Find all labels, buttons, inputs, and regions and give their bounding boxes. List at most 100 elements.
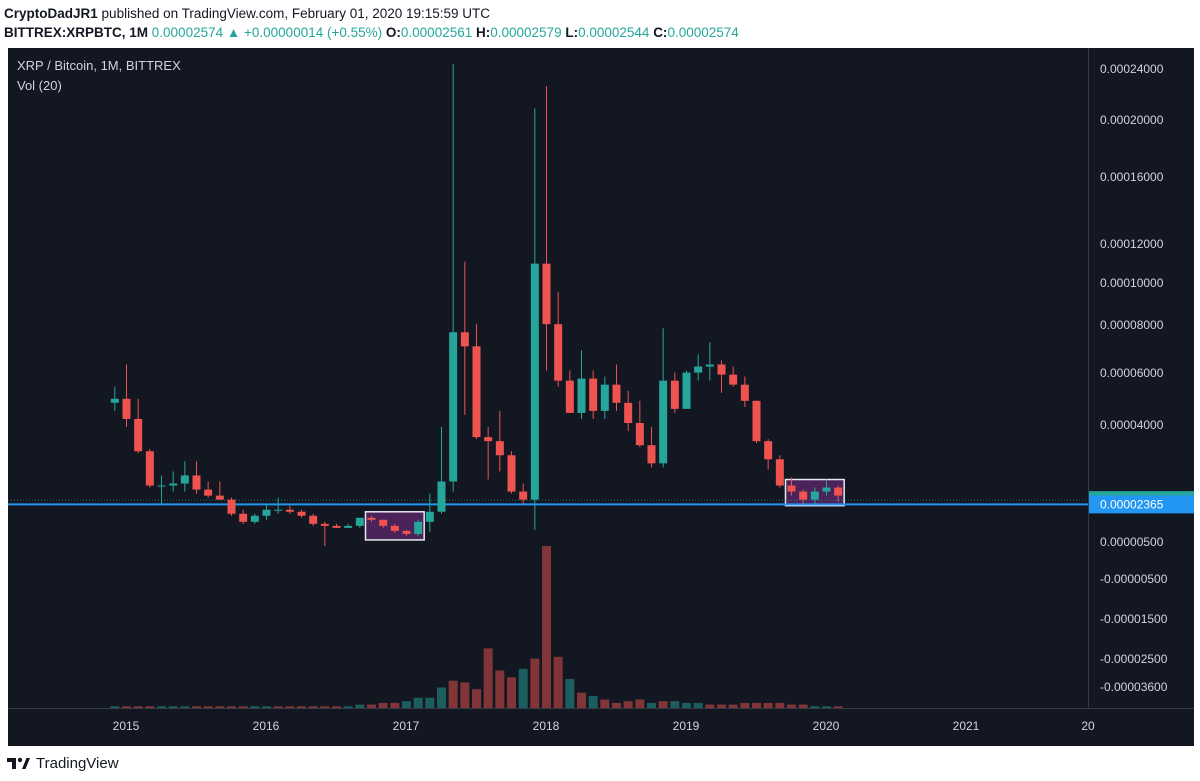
candle xyxy=(729,366,738,387)
candle xyxy=(134,398,143,454)
candle-body xyxy=(425,511,434,522)
volume-bar xyxy=(763,702,773,708)
volume-bar xyxy=(542,546,551,708)
low-label: L: xyxy=(565,25,579,40)
volume-bar xyxy=(343,706,353,708)
candle-body xyxy=(729,374,738,385)
candle xyxy=(309,513,318,526)
y-tick-label: 0.00016000 xyxy=(1100,170,1164,184)
candle xyxy=(495,410,504,472)
publisher-name: CryptoDadJR1 xyxy=(4,6,98,21)
volume-bar xyxy=(752,702,761,708)
volume-bar xyxy=(168,706,178,708)
chart-panel[interactable]: 0.00024000 0.00020000 0.00016000 0.00012000… xyxy=(8,48,1194,746)
volume-bar xyxy=(635,699,645,708)
y-tick-label: -0.00000500 xyxy=(1100,572,1168,586)
volume-bar xyxy=(460,682,470,708)
y-tick-label: -0.00002500 xyxy=(1100,652,1168,666)
candle-body xyxy=(134,418,143,452)
price-chart[interactable]: 0.00024000 0.00020000 0.00016000 0.00012000… xyxy=(8,48,1194,746)
candle-body xyxy=(705,364,714,367)
candle-body xyxy=(507,455,516,492)
candle xyxy=(180,461,189,492)
candle xyxy=(250,513,259,524)
candle-body xyxy=(274,509,283,511)
close-value: 0.00002574 xyxy=(667,25,739,40)
support-price-tag-bg xyxy=(1089,495,1194,514)
candle xyxy=(320,521,329,547)
candle xyxy=(787,477,796,496)
volume-bar xyxy=(705,704,715,708)
low-value: 0.00002544 xyxy=(578,25,650,40)
candle-body xyxy=(367,517,376,520)
candle xyxy=(775,455,784,488)
candle xyxy=(554,291,563,387)
volume-bar xyxy=(810,706,820,708)
candle-body xyxy=(624,402,633,423)
volume-bar xyxy=(320,706,330,708)
candle-body xyxy=(542,263,551,325)
volume-bar xyxy=(180,706,190,708)
candle-body xyxy=(180,475,189,484)
candle xyxy=(169,471,178,492)
candle-body xyxy=(169,483,178,486)
volume-bar xyxy=(402,701,411,708)
candle xyxy=(484,427,493,480)
support-price-tag: 0.00002365 xyxy=(1100,497,1164,511)
y-tick-label: 0.00012000 xyxy=(1100,237,1164,251)
candle-body xyxy=(449,332,458,482)
candle xyxy=(635,400,644,448)
volume-bar xyxy=(530,658,540,708)
candle xyxy=(752,400,761,444)
footer-brand[interactable]: TradingView xyxy=(6,752,119,774)
y-tick-label: 0.00006000 xyxy=(1100,366,1164,380)
x-tick-label: 2020 xyxy=(813,719,840,733)
candle-body xyxy=(390,525,399,531)
candle-body xyxy=(659,380,668,464)
candle-body xyxy=(682,372,691,409)
candle xyxy=(145,449,154,488)
candle xyxy=(624,390,633,432)
candle xyxy=(367,515,376,522)
candle xyxy=(332,523,341,528)
volume-bar xyxy=(122,706,131,708)
candle-body xyxy=(344,525,353,528)
high-value: 0.00002579 xyxy=(490,25,562,40)
candle xyxy=(344,523,353,528)
candle xyxy=(274,497,283,514)
candle xyxy=(717,360,726,393)
close-label: C: xyxy=(653,25,668,40)
candle-body xyxy=(215,495,224,500)
candle xyxy=(705,342,714,381)
candle-body xyxy=(157,485,166,487)
publish-info: published on TradingView.com, February 0… xyxy=(101,6,491,21)
candle-body xyxy=(437,481,446,512)
volume-bar xyxy=(203,706,213,708)
volume-bar xyxy=(448,680,458,708)
candle-body xyxy=(145,451,154,486)
y-tick-label: 0.00008000 xyxy=(1100,318,1164,332)
candle-body xyxy=(787,485,796,492)
tradingview-logo-icon xyxy=(7,757,30,769)
candle-body xyxy=(775,459,784,486)
volume-bar xyxy=(507,677,516,708)
candle xyxy=(157,475,166,504)
volume-bar xyxy=(565,679,575,708)
candle-body xyxy=(565,380,574,413)
volume-bar xyxy=(483,648,493,708)
volume-bar xyxy=(355,704,365,708)
volume-bar xyxy=(658,701,668,708)
volume-bar xyxy=(623,701,633,708)
candle xyxy=(659,328,668,468)
candle-body xyxy=(262,509,271,516)
volume-bar xyxy=(647,702,656,708)
candle-body xyxy=(554,324,563,381)
candle-body xyxy=(752,400,761,442)
candle-body xyxy=(495,441,504,456)
volume-bar xyxy=(133,706,143,708)
volume-bar xyxy=(110,706,120,708)
volume-bar xyxy=(612,702,621,708)
volume-bar xyxy=(787,704,796,708)
y-tick-label: -0.00003600 xyxy=(1100,680,1168,694)
candle xyxy=(565,370,574,413)
